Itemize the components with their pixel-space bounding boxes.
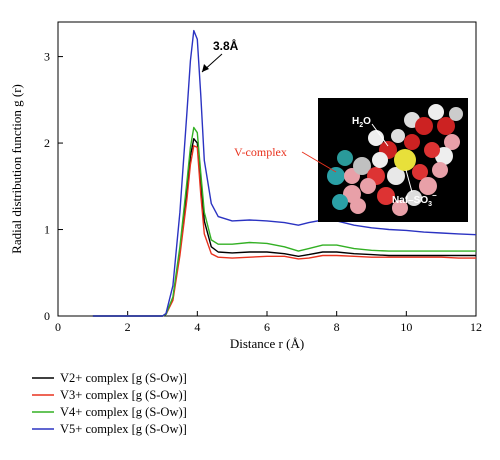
inset-nafion-label: Naf–SO3− <box>392 191 437 208</box>
y-tick-label: 1 <box>44 223 50 237</box>
inset-h2o-pointer <box>371 123 389 147</box>
series-line-2 <box>92 144 476 317</box>
annotation-text: 3.8Å <box>213 38 239 53</box>
legend-label: V2+ complex [g (S-Ow)] <box>60 371 187 385</box>
x-tick-label: 8 <box>334 320 340 334</box>
series-layer <box>92 29 477 317</box>
x-tick-label: 10 <box>400 320 412 334</box>
inset-v-complex-label: V-complex <box>234 145 287 159</box>
inset-v-complex-pointer <box>301 151 337 173</box>
legend-label: V5+ complex [g (S-Ow)] <box>60 422 187 436</box>
y-tick-label: 3 <box>44 50 50 64</box>
x-axis-title: Distance r (Å) <box>230 336 304 351</box>
legend: V2+ complex [g (S-Ow)] V3+ complex [g (S-… <box>32 371 187 436</box>
x-tick-label: 6 <box>264 320 270 334</box>
x-tick-label: 4 <box>194 320 200 334</box>
series-line-3 <box>92 126 476 317</box>
series-line-4 <box>92 29 477 317</box>
inset-h2o-label: H2O <box>352 116 371 129</box>
series-line-1 <box>92 137 476 317</box>
x-tick-label: 2 <box>125 320 131 334</box>
inset-molecule-image: H2O Naf–SO3− <box>318 98 468 222</box>
inset-atoms <box>327 104 463 216</box>
y-axis-title: Radial distribution function g (r) <box>9 84 24 254</box>
x-tick-label: 12 <box>470 320 482 334</box>
y-tick-label: 2 <box>44 136 50 150</box>
legend-label: V4+ complex [g (S-Ow)] <box>60 405 187 419</box>
inset-nafion-pointer <box>405 169 413 193</box>
y-tick-label: 0 <box>44 309 50 323</box>
annotation-arrowhead <box>202 64 209 72</box>
x-tick-label: 0 <box>55 320 61 334</box>
peak-annotation: 3.8Å <box>201 38 239 73</box>
legend-label: V3+ complex [g (S-Ow)] <box>60 388 187 402</box>
